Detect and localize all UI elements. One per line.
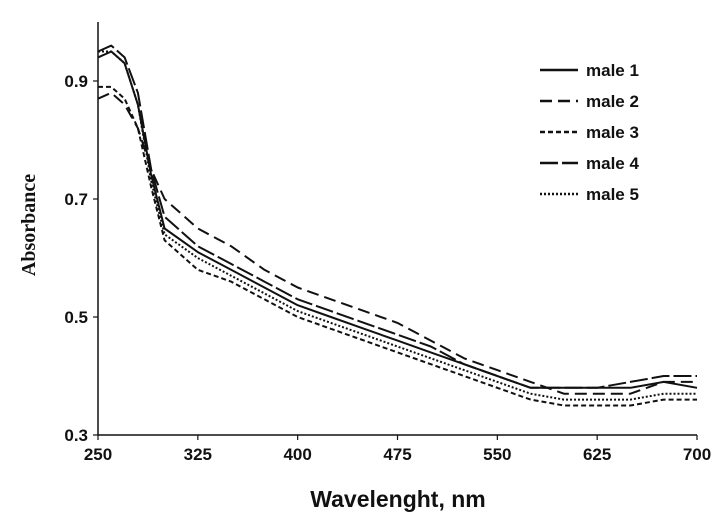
y-tick-label: 0.7 <box>64 190 88 209</box>
legend-label: male 5 <box>586 185 639 204</box>
series-line-male-3 <box>98 85 697 407</box>
x-tick-label: 400 <box>283 445 311 464</box>
series-line-male-2 <box>97 91 697 395</box>
chart-legend: male 1 male 2 male 3 male 4 male 5 <box>540 61 639 204</box>
x-tick-label: 625 <box>583 445 611 464</box>
y-axis-title: Absorbance <box>18 174 40 276</box>
x-tick-label: 325 <box>184 445 212 464</box>
y-tick-label: 0.3 <box>64 426 88 445</box>
legend-label: male 2 <box>586 92 639 111</box>
x-axis-title: Wavelenght, nm <box>310 486 486 512</box>
x-tick-label: 550 <box>483 445 511 464</box>
series-line-male-4 <box>97 44 697 389</box>
y-tick-label: 0.9 <box>64 72 88 91</box>
series-layer <box>97 44 698 407</box>
legend-label: male 4 <box>586 154 639 173</box>
series-line-male-5 <box>98 50 697 401</box>
legend-label: male 3 <box>586 123 639 142</box>
chart-axes: 250 325 400 475 550 625 700 0.3 0.5 0.7 0.9 <box>64 22 711 464</box>
y-tick-label: 0.5 <box>64 308 88 327</box>
x-tick-label: 475 <box>383 445 411 464</box>
x-tick-label: 250 <box>84 445 112 464</box>
legend-label: male 1 <box>586 61 639 80</box>
x-tick-label: 700 <box>683 445 711 464</box>
